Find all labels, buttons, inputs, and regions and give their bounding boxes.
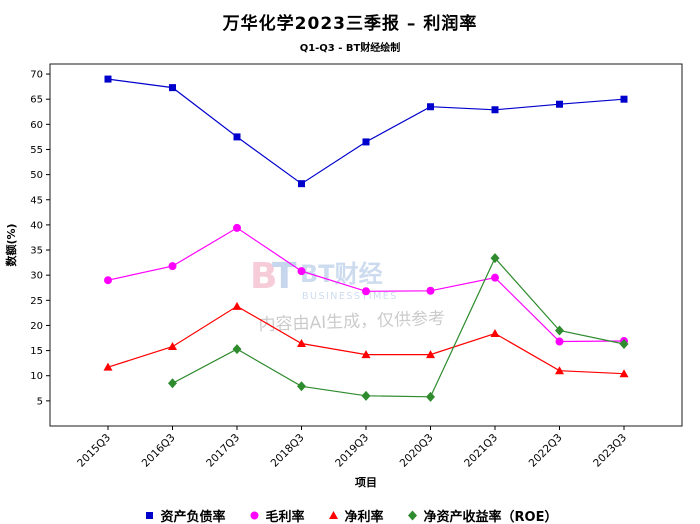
legend-item: 净资产收益率（ROE） (406, 506, 558, 524)
triangle-marker-icon (328, 511, 338, 519)
x-tick-label: 2017Q3 (204, 432, 242, 470)
y-tick-label: 15 (30, 346, 43, 357)
diamond-marker-icon (490, 253, 500, 264)
circle-marker-icon (250, 511, 259, 520)
chart-area: B T BT财经 BUSINESSTIMES 内容由AI生成，仅供参考 5 10 15 20 25… (0, 54, 700, 506)
x-tick-label: 2022Q3 (527, 432, 565, 470)
diamond-marker-icon (619, 339, 629, 350)
square-marker-icon (556, 100, 563, 108)
triangle-marker-icon (328, 511, 338, 519)
legend: 资产负债率 毛利率 净利率 净资产收益率（ROE） (0, 506, 700, 524)
circle-marker-icon (362, 287, 370, 296)
triangle-marker-icon (490, 328, 500, 337)
legend-item: 净利率 (327, 506, 384, 524)
square-marker-icon (104, 75, 112, 83)
circle-marker-icon (233, 223, 241, 232)
x-tick-label: 2015Q3 (75, 432, 113, 470)
chart-subtitle: Q1-Q3 - BT财经绘制 (299, 43, 401, 54)
y-tick-label: 50 (30, 170, 43, 181)
watermark-logo-b: B (250, 256, 277, 297)
legend-label: 净资产收益率（ROE） (423, 510, 558, 524)
circle-marker-icon (250, 511, 259, 520)
square-marker-icon (169, 84, 176, 92)
triangle-marker-icon (103, 362, 113, 371)
circle-marker-icon (104, 276, 112, 285)
legend-item: 资产负债率 (143, 506, 226, 524)
diamond-marker-icon (407, 510, 417, 521)
x-tick-label: 2023Q3 (591, 432, 629, 470)
circle-marker-icon (491, 273, 499, 282)
x-tick-label: 2020Q3 (398, 432, 436, 470)
y-axis-label: 数额(%) (4, 223, 18, 266)
y-tick-label: 30 (30, 271, 43, 282)
square-marker-icon (620, 95, 628, 103)
diamond-marker-icon (426, 391, 435, 402)
x-tick-label: 2021Q3 (462, 432, 500, 470)
watermark-brand-sub: BUSINESSTIMES (302, 291, 398, 302)
triangle-marker-icon (555, 366, 564, 375)
x-axis-label: 项目 (355, 476, 377, 489)
y-tick-label: 5 (37, 396, 43, 407)
circle-marker-icon (168, 262, 177, 271)
y-tick-label: 70 (30, 70, 43, 81)
diamond-marker-icon (407, 510, 417, 521)
square-marker-icon (145, 512, 153, 519)
y-tick-label: 40 (30, 220, 43, 231)
circle-marker-icon (555, 337, 564, 346)
diamond-marker-icon (168, 378, 177, 389)
square-marker-icon (491, 106, 499, 114)
diamond-marker-icon (555, 325, 564, 336)
y-tick-label: 55 (30, 145, 43, 156)
triangle-marker-icon (426, 350, 435, 359)
y-tick-label: 20 (30, 321, 43, 332)
diamond-marker-icon (232, 344, 242, 355)
y-tick-label: 35 (30, 246, 43, 257)
square-marker-icon (362, 138, 370, 146)
legend-item: 毛利率 (248, 506, 305, 524)
diamond-marker-icon (361, 390, 371, 401)
triangle-marker-icon (168, 342, 177, 351)
series-line (172, 257, 625, 398)
y-tick-label: 25 (30, 296, 43, 307)
square-marker-icon (427, 103, 434, 111)
square-marker-icon (233, 133, 241, 141)
triangle-marker-icon (361, 350, 371, 359)
legend-label: 资产负债率 (160, 510, 226, 524)
diamond-marker-icon (297, 381, 306, 392)
y-tick-label: 60 (30, 120, 43, 131)
watermark-logo-t: T (272, 256, 297, 297)
x-tick-label: 2018Q3 (269, 432, 307, 470)
y-tick-label: 10 (30, 371, 43, 382)
x-tick-label: 2019Q3 (333, 432, 371, 470)
chart-title: 万华化学2023三季报 – 利润率 (222, 14, 478, 34)
profit-margin-line-chart: BT BT财经BUSINESSTIMES内容由AI生成，仅供参考510152025… (4, 63, 683, 489)
plot-area (49, 63, 683, 427)
triangle-marker-icon (232, 301, 242, 310)
triangle-marker-icon (619, 369, 629, 378)
circle-marker-icon (297, 267, 306, 276)
y-tick-label: 65 (30, 95, 43, 106)
legend-label: 毛利率 (265, 510, 305, 524)
triangle-marker-icon (297, 339, 306, 348)
y-tick-label: 45 (30, 195, 43, 206)
circle-marker-icon (426, 286, 435, 295)
x-tick-label: 2016Q3 (140, 432, 178, 470)
legend-label: 净利率 (344, 510, 384, 524)
square-marker-icon (145, 512, 153, 519)
square-marker-icon (298, 180, 305, 188)
